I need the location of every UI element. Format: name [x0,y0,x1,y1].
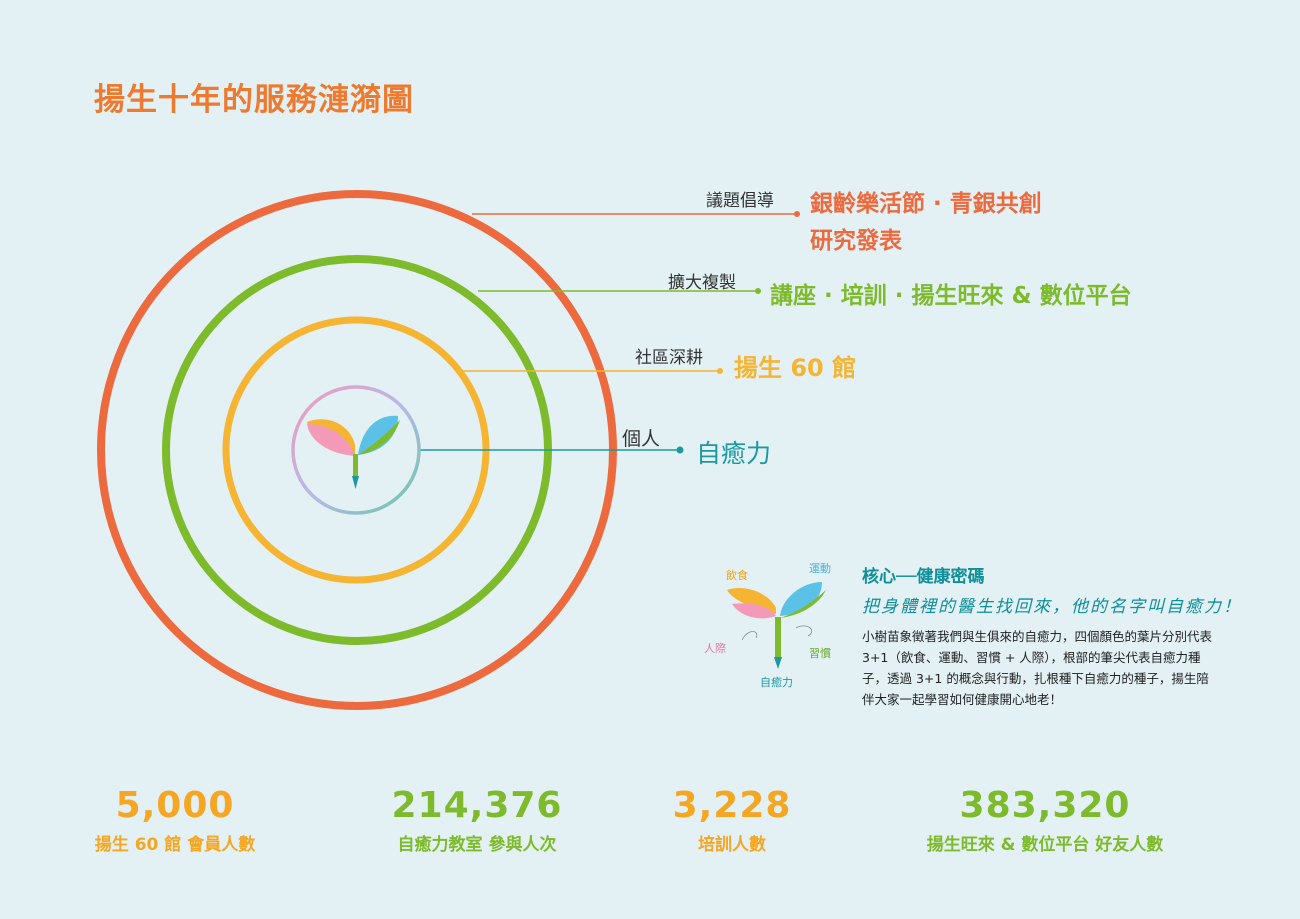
stat-members: 5,000 揚生 60 館 會員人數 [60,785,290,856]
stat-trainees: 3,228 培訓人數 [632,785,832,856]
stat-value: 214,376 [391,785,563,826]
level-text-advocacy: 銀齡樂活節 · 青銀共創 [810,191,1042,217]
stat-participants: 214,376 自癒力教室 參與人次 [362,785,592,856]
stat-value: 383,320 [959,785,1131,826]
level-text-expansion: 講座 · 培訓 · 揚生旺來 & 數位平台 [770,283,1132,309]
connector-dot-community [717,368,723,374]
leaf-label-exercise: 運動 [809,562,831,575]
sprout-logo-icon [291,385,421,515]
leaf-label-habit: 習慣 [809,647,831,660]
level-label-expansion: 擴大複製 [668,273,736,293]
level-text-community: 揚生 60 館 [734,354,857,382]
stat-friends: 383,320 揚生旺來 & 數位平台 好友人數 [880,785,1210,856]
leaf-label-diet: 飲食 [726,569,748,582]
core-title: 核心──健康密碼 [862,567,985,587]
leaf-label-social: 人際 [704,642,726,655]
level-text-advocacy-2: 研究發表 [810,228,902,254]
stat-value: 3,228 [672,785,792,826]
connector-dot-individual [676,446,684,454]
leaf-label-self-healing: 自癒力 [760,676,793,689]
core-body: 小樹苗象徵著我們與生俱來的自癒力，四個顏色的葉片分別代表 3+1（飲食、運動、習… [862,629,1213,707]
stat-label: 揚生 60 館 會員人數 [94,835,256,855]
level-label-individual: 個人 [622,428,661,450]
connector-dot-expansion [755,288,761,294]
connector-dot-advocacy [794,211,800,217]
level-label-advocacy: 議題倡導 [706,191,774,211]
stat-value: 5,000 [115,785,235,826]
core-sprout-icon [727,582,826,669]
core-subtitle: 把身體裡的醫生找回來，他的名字叫自癒力！ [862,597,1242,617]
stat-label: 揚生旺來 & 數位平台 好友人數 [926,835,1164,855]
stat-label: 自癒力教室 參與人次 [397,835,557,855]
page-title: 揚生十年的服務漣漪圖 [94,82,414,118]
level-label-community: 社區深耕 [635,348,703,368]
level-text-individual: 自癒力 [696,439,772,468]
stat-label: 培訓人數 [698,835,766,855]
